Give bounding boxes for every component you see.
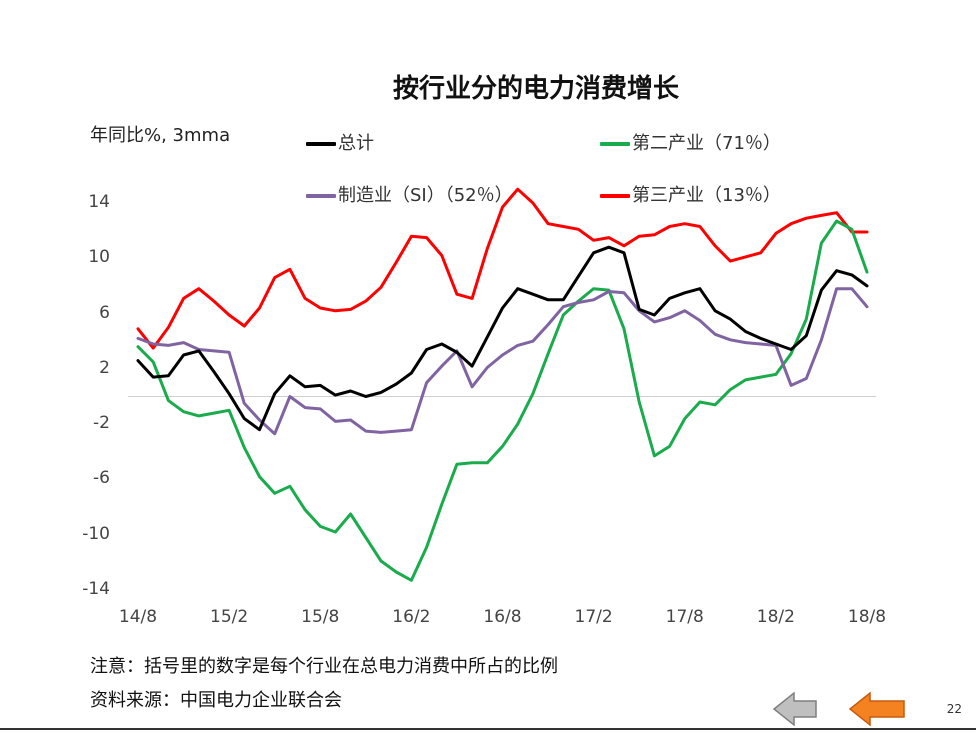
y-tick-label: 10 <box>88 247 110 268</box>
x-tick-label: 18/2 <box>756 607 795 627</box>
series-line-3 <box>136 187 869 350</box>
y-tick-label: -6 <box>93 468 110 489</box>
x-tick-label: 16/2 <box>392 607 431 627</box>
y-axis-label: 年同比%, 3mma <box>90 125 231 146</box>
bottom-rule <box>0 728 976 730</box>
x-tick-label: 15/8 <box>301 607 340 627</box>
x-tick-label: 14/8 <box>118 607 158 627</box>
legend-swatch-secondary <box>600 142 630 146</box>
legend-item-secondary: 第二产业（71％） <box>600 129 781 155</box>
x-tick-label: 17/2 <box>574 607 613 627</box>
y-tick-label: -2 <box>93 413 110 434</box>
x-tick-label: 15/2 <box>210 607 249 627</box>
y-tick-label: -10 <box>82 523 110 544</box>
y-tick-label: 14 <box>88 192 110 212</box>
legend-item-tertiary: 第三产业（13％） <box>600 181 781 207</box>
next-slide-button[interactable] <box>848 690 906 732</box>
y-tick-label: -14 <box>82 579 110 599</box>
chart-title: 按行业分的电力消费增长 <box>392 74 679 104</box>
legend-item-total: 总计 <box>306 129 374 155</box>
x-tick-label: 18/8 <box>847 607 887 627</box>
gray-left-arrow-icon <box>772 691 817 727</box>
y-tick-label: 6 <box>99 302 110 323</box>
source-text: 资料来源：中国电力企业联合会 <box>90 690 342 711</box>
legend-swatch-tertiary <box>600 194 630 198</box>
legend-label-manufacturing: 制造业（SI）（52％） <box>338 185 513 206</box>
x-tick-label: 17/8 <box>665 607 704 627</box>
orange-left-arrow-icon <box>848 691 905 727</box>
legend-label-total: 总计 <box>338 133 374 154</box>
x-tick-label: 16/8 <box>483 607 522 627</box>
series-line-0 <box>136 245 869 432</box>
prev-slide-button[interactable] <box>772 690 818 732</box>
legend-swatch-total <box>306 142 336 146</box>
legend-label-tertiary: 第三产业（13％） <box>632 185 781 206</box>
legend-label-secondary: 第二产业（71％） <box>632 133 781 154</box>
legend-item-manufacturing: 制造业（SI）（52％） <box>306 181 513 207</box>
note-text: 注意：括号里的数字是每个行业在总电力消费中所占的比例 <box>90 656 558 677</box>
page-number: 22 <box>946 702 962 716</box>
series-line-2 <box>136 287 869 436</box>
series-line-1 <box>136 219 869 582</box>
legend-swatch-manufacturing <box>306 194 336 198</box>
y-tick-label: 2 <box>99 357 110 378</box>
